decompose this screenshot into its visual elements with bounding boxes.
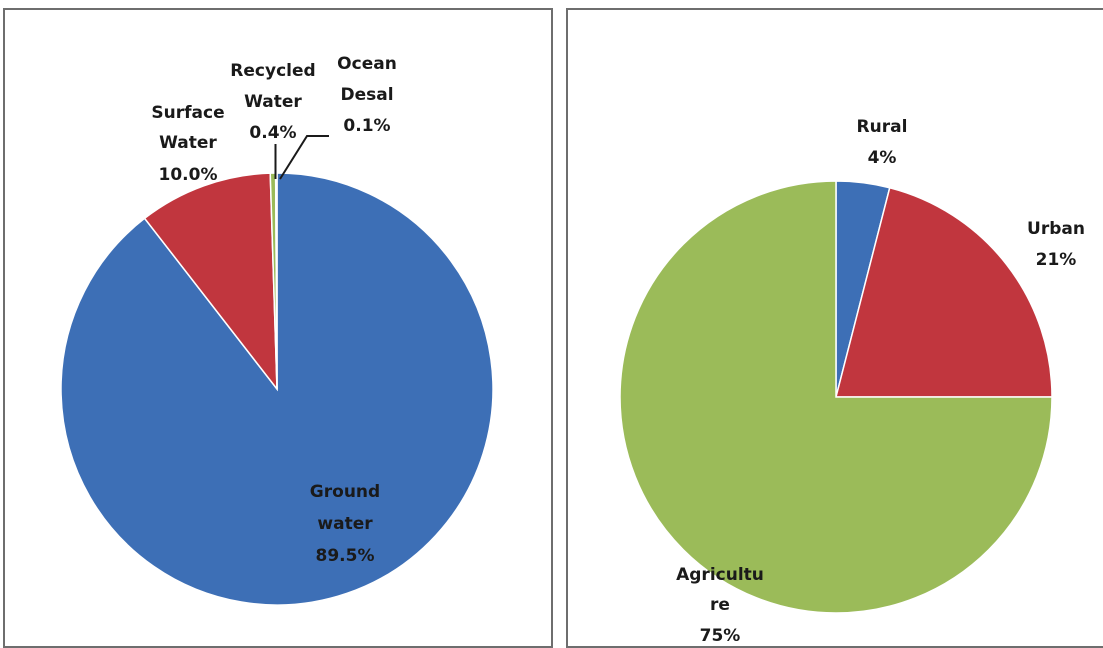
pie-slice-surface-water bbox=[143, 172, 278, 392]
slice-label-line: 0.1% bbox=[343, 116, 390, 136]
slice-label-line: Desal bbox=[340, 85, 393, 105]
slice-label-line: re bbox=[710, 595, 730, 615]
leader-line bbox=[279, 135, 329, 180]
slice-label-line: water bbox=[317, 514, 373, 534]
water-source-pie-chart: Ground water 89.5% Surface Water 10.0% Recycle… bbox=[60, 54, 494, 606]
slice-label-line: 10.0% bbox=[159, 165, 218, 185]
slice-label: Recycled Water 0.4% bbox=[230, 61, 315, 143]
slice-label-line: Surface bbox=[151, 103, 224, 123]
slice-label-line: Ocean bbox=[337, 54, 397, 74]
slice-label-line: 21% bbox=[1036, 250, 1077, 270]
slice-label-line: Recycled bbox=[230, 61, 315, 81]
water-use-chart-panel: Rural 4% Urban 21% Agricultu re 75% bbox=[566, 8, 1103, 648]
slice-label-line: Agricultu bbox=[676, 565, 764, 585]
slice-label-line: 0.4% bbox=[249, 123, 296, 143]
slice-label-line: 75% bbox=[700, 626, 741, 646]
slice-label-line: Ground bbox=[310, 482, 380, 502]
water-source-chart-panel: Ground water 89.5% Surface Water 10.0% Recycle… bbox=[3, 8, 553, 648]
slice-label: Surface Water 10.0% bbox=[151, 103, 224, 185]
slice-label-line: Urban bbox=[1027, 219, 1085, 239]
slice-label: Urban 21% bbox=[1027, 219, 1085, 270]
slice-label: Ground water 89.5% bbox=[310, 482, 380, 566]
slice-label-line: 4% bbox=[868, 148, 897, 168]
pie-slice-urban bbox=[835, 186, 1053, 398]
slice-label: Rural 4% bbox=[857, 117, 908, 168]
pie-slice-agricultu-re bbox=[619, 180, 1053, 614]
slice-label-line: Rural bbox=[857, 117, 908, 137]
slice-label: Agricultu re 75% bbox=[676, 565, 764, 646]
slice-label-line: 89.5% bbox=[316, 546, 375, 566]
slice-label: Ocean Desal 0.1% bbox=[337, 54, 397, 136]
slice-label-line: Water bbox=[244, 92, 302, 112]
slice-label-line: Water bbox=[159, 133, 217, 153]
water-use-pie-chart: Rural 4% Urban 21% Agricultu re 75% bbox=[619, 117, 1085, 646]
